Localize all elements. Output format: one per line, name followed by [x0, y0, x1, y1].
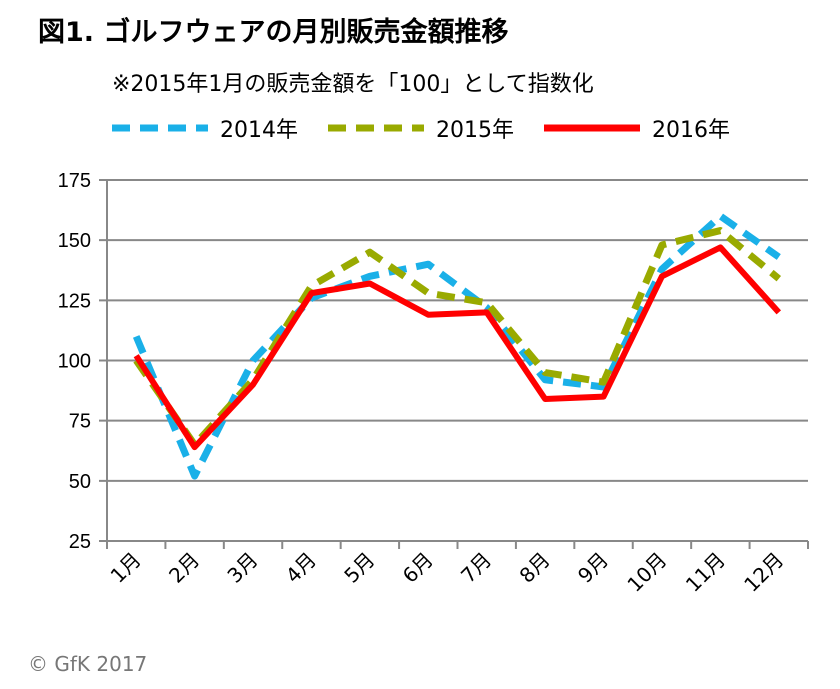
x-tick-label: 3月: [222, 548, 262, 588]
legend-label: 2015年: [436, 118, 514, 143]
x-tick-label: 4月: [281, 548, 321, 588]
legend-swatch: [112, 124, 208, 132]
legend-swatch: [328, 124, 424, 132]
y-tick-label: 100: [58, 351, 91, 373]
chart-subtitle: ※2015年1月の販売金額を「100」として指数化: [112, 72, 594, 97]
chart-title: 図1. ゴルフウェアの月別販売金額推移: [38, 17, 509, 48]
y-tick-label: 50: [69, 471, 91, 493]
x-tick-label: 1月: [106, 548, 146, 588]
x-tick-label: 7月: [456, 548, 496, 588]
x-tick-label: 10月: [622, 548, 671, 597]
x-tick-label: 6月: [398, 548, 438, 588]
y-tick-label: 150: [58, 230, 91, 252]
y-tick-label: 25: [69, 531, 91, 553]
y-tick-label: 125: [58, 290, 91, 312]
x-tick-label: 11月: [681, 548, 730, 597]
series-line-2016年: [133, 244, 782, 451]
y-tick-label: 175: [58, 170, 91, 192]
legend-label: 2016年: [652, 118, 730, 143]
copyright-credit: © GfK 2017: [28, 652, 148, 676]
y-tick-label: 75: [69, 411, 91, 433]
legend-item: 2014年: [110, 112, 298, 144]
legend-swatch: [544, 124, 640, 132]
legend-item: 2015年: [326, 112, 514, 144]
x-tick-label: 12月: [739, 548, 788, 597]
legend: 2014年 2015年 2016年: [110, 112, 758, 144]
legend-item: 2016年: [542, 112, 730, 144]
x-tick-label: 2月: [164, 548, 204, 588]
x-tick-label: 8月: [515, 548, 555, 588]
series-line-2015年: [133, 227, 782, 449]
series-line-2014年: [132, 212, 781, 480]
x-tick-label: 9月: [573, 548, 613, 588]
legend-label: 2014年: [220, 118, 298, 143]
x-tick-label: 5月: [339, 548, 379, 588]
